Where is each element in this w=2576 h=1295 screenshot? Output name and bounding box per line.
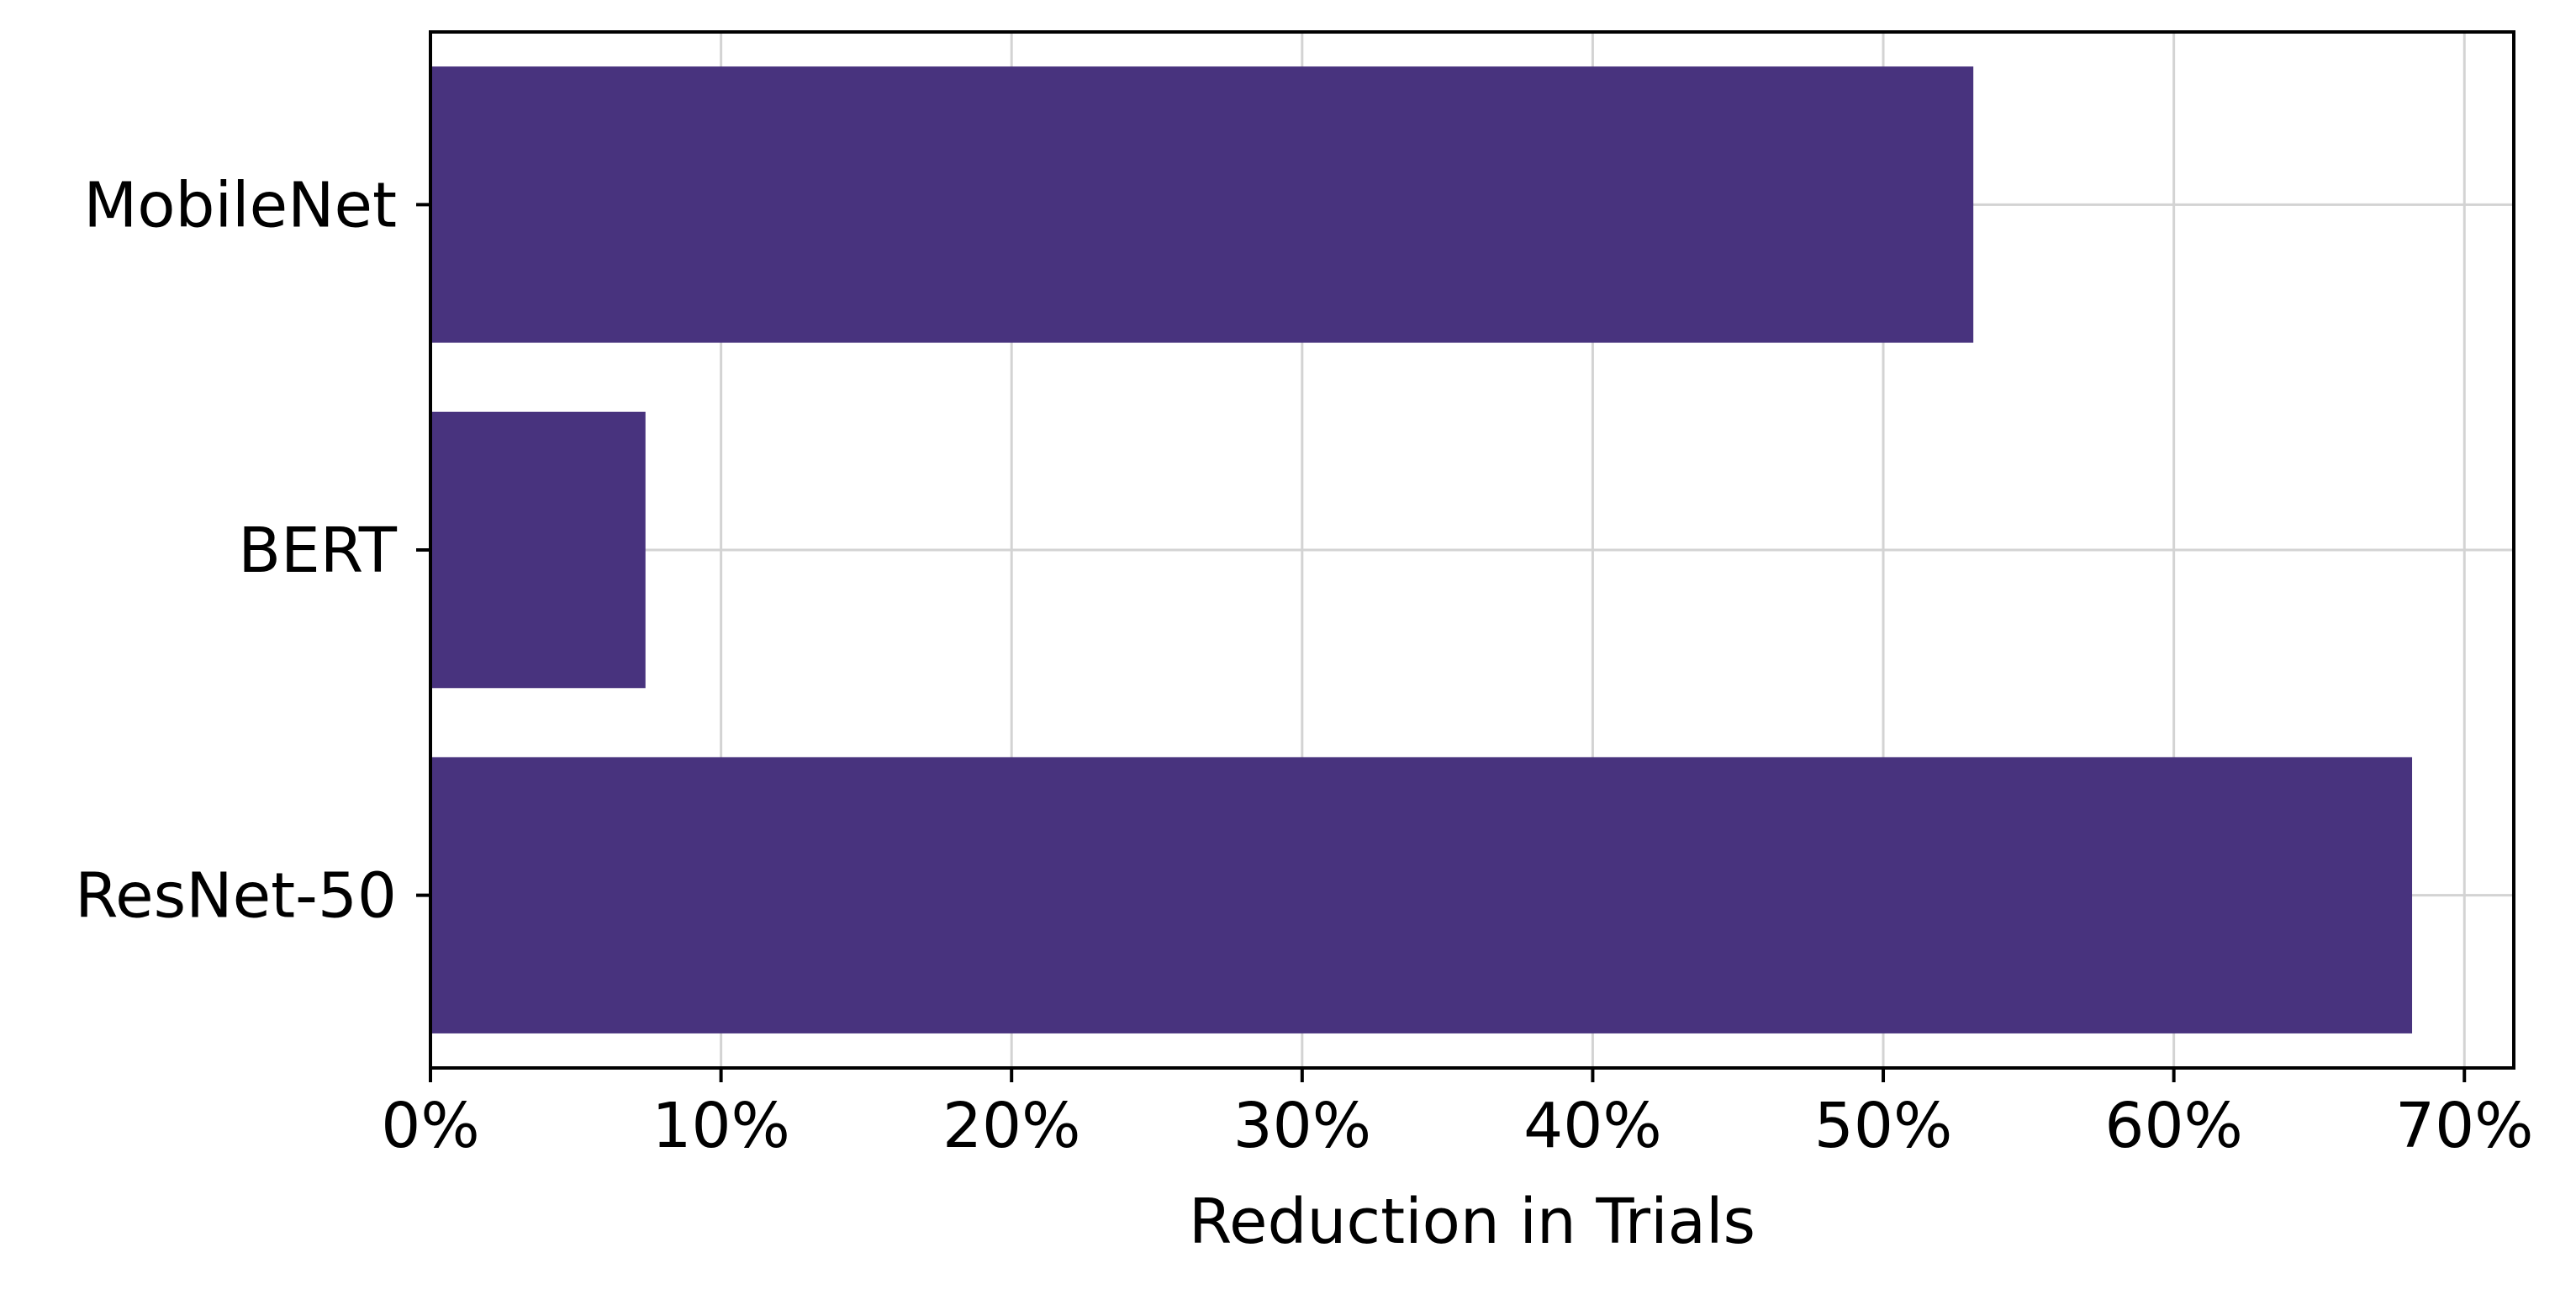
x-tick-label: 20% [942, 1090, 1080, 1162]
bar-mobilenet [430, 66, 1974, 343]
bar-resnet-50 [430, 757, 2413, 1033]
x-tick-label: 70% [2395, 1090, 2533, 1162]
x-tick-label: 10% [652, 1090, 789, 1162]
x-tick-label: 50% [1814, 1090, 1952, 1162]
x-tick-label: 30% [1233, 1090, 1371, 1162]
x-tick-label: 60% [2104, 1090, 2242, 1162]
y-tick-label: MobileNet [83, 169, 397, 241]
x-tick-label: 0% [381, 1090, 479, 1162]
bars [430, 66, 2413, 1033]
x-tick-label: 40% [1523, 1090, 1661, 1162]
y-tick-label: ResNet-50 [75, 860, 397, 933]
axis-ticks: 0% 10% 20% 30% 40% 50% 60% 70% MobileNet BERT ResN… [75, 169, 2533, 1162]
bar-bert [430, 411, 646, 689]
x-axis-label: Reduction in Trials [1189, 1186, 1755, 1258]
y-tick-label: BERT [238, 515, 398, 587]
